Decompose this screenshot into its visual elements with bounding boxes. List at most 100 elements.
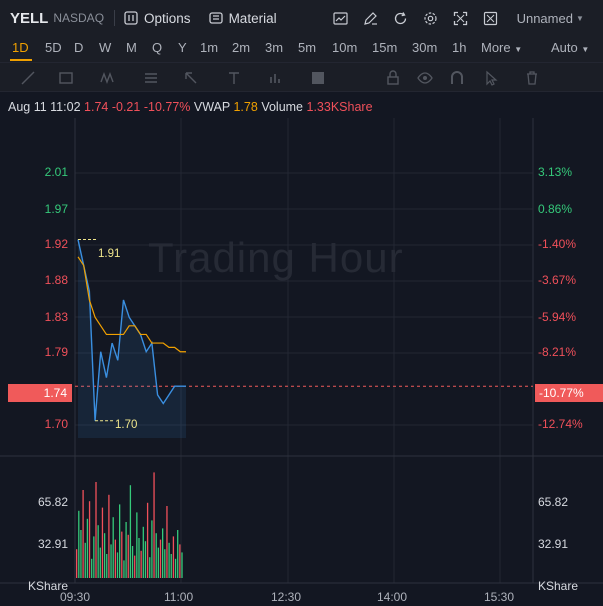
volume-bar — [99, 547, 101, 578]
tf-q[interactable]: Q — [152, 40, 163, 55]
trendline-icon[interactable] — [20, 70, 36, 86]
volume-axis-left-label: KShare — [27, 579, 68, 593]
volume-axis-right-label: 32.91 — [538, 537, 569, 551]
volume-bar — [106, 554, 108, 578]
price-axis-left-label: 1.83 — [44, 310, 68, 324]
rectangle-icon[interactable] — [58, 70, 74, 86]
volume-bar — [112, 517, 114, 578]
volume-bar — [144, 541, 147, 578]
pencil-icon[interactable] — [363, 10, 379, 26]
volume-bar — [138, 538, 140, 578]
tf-w[interactable]: W — [99, 40, 112, 55]
refresh-icon[interactable] — [393, 10, 409, 26]
price-axis-left-label: 1.88 — [44, 273, 68, 287]
volume-bar — [153, 472, 155, 578]
tf-1d[interactable]: 1D — [12, 40, 29, 55]
volume-axis-left-label: 65.82 — [37, 495, 68, 509]
pct-axis-right-label: -12.74% — [538, 417, 583, 431]
tf-more-label: More — [481, 40, 511, 55]
volume-bar — [170, 554, 172, 578]
volume-bar — [123, 560, 125, 578]
volume-bar — [119, 504, 121, 578]
arrow-icon[interactable] — [183, 70, 199, 86]
auto-label: Auto — [551, 40, 578, 55]
current-price-tag: 1.74 — [8, 384, 72, 402]
tf-d[interactable]: D — [74, 40, 84, 55]
volume-bar — [136, 512, 138, 578]
volume-bar — [155, 533, 157, 578]
quote-price: 1.74 — [84, 100, 109, 114]
layout-dropdown[interactable]: Unnamed ▼ — [517, 11, 584, 26]
volume-bar — [108, 494, 110, 578]
price-chart[interactable] — [0, 118, 603, 606]
magnet-icon[interactable] — [449, 70, 465, 86]
lock-icon[interactable] — [385, 70, 401, 86]
price-axis-left-label: 1.97 — [44, 202, 68, 216]
pct-axis-right-label: -8.21% — [538, 345, 577, 359]
chart-type-icon[interactable] — [333, 10, 349, 26]
tf-5m[interactable]: 5m — [298, 40, 317, 55]
tf-30m[interactable]: 30m — [412, 40, 438, 55]
tf-3m[interactable]: 3m — [265, 40, 284, 55]
volume-bar — [164, 549, 166, 578]
tf-m[interactable]: M — [126, 40, 137, 55]
volume-bar — [80, 530, 82, 578]
eye-icon[interactable] — [417, 70, 433, 86]
auto-dropdown[interactable]: Auto ▼ — [551, 40, 589, 55]
exchange-label: NASDAQ — [53, 11, 105, 25]
tf-10m[interactable]: 10m — [332, 40, 358, 55]
volume-bar — [127, 534, 129, 578]
tf-1h[interactable]: 1h — [452, 40, 467, 55]
cursor-icon[interactable] — [483, 70, 499, 86]
fullscreen-icon[interactable] — [453, 10, 469, 26]
settings-icon[interactable] — [423, 10, 439, 26]
volume-bar — [121, 531, 123, 578]
volume-bar — [78, 510, 80, 578]
tf-5d[interactable]: 5D — [45, 40, 62, 55]
volume-bar — [157, 547, 159, 578]
volume-bar — [179, 544, 181, 578]
volume-value: 1.33KShare — [306, 100, 373, 114]
pct-axis-right-label: 3.13% — [538, 165, 573, 179]
volume-bar — [177, 530, 179, 578]
low-price-label: 1.70 — [115, 419, 138, 431]
tf-15m[interactable]: 15m — [372, 40, 398, 55]
material-button[interactable]: Material — [208, 11, 277, 26]
tf-2m[interactable]: 2m — [232, 40, 251, 55]
tf-1m[interactable]: 1m — [200, 40, 219, 55]
fib-icon[interactable] — [143, 70, 159, 86]
divider — [114, 10, 116, 26]
drawing-toolbar — [0, 62, 603, 92]
window-icon[interactable] — [483, 10, 499, 26]
options-icon — [124, 11, 138, 25]
volume-bar — [103, 533, 106, 578]
quote-info-line: Aug 11 11:02 1.74 -0.21 -10.77% VWAP 1.7… — [8, 100, 373, 114]
wave-icon[interactable] — [100, 70, 116, 86]
time-axis-label: 09:30 — [60, 590, 91, 604]
options-button[interactable]: Options — [124, 11, 191, 26]
watermark: Trading Hour — [148, 234, 404, 281]
trash-icon[interactable] — [524, 70, 540, 86]
volume-bar — [142, 526, 144, 578]
tf-y[interactable]: Y — [178, 40, 187, 55]
volume-bar — [82, 490, 84, 578]
text-icon[interactable] — [226, 70, 242, 86]
price-axis-left-label: 1.79 — [44, 345, 68, 359]
pct-axis-right-label: -5.94% — [538, 310, 577, 324]
volume-bar — [166, 506, 168, 578]
quote-change: -0.21 — [111, 100, 141, 114]
volume-bar — [151, 520, 153, 578]
tf-active-underline — [10, 59, 32, 61]
chart-area[interactable]: Trading Hour 2.01 1.97 1.92 1.88 1.83 1.… — [0, 118, 603, 606]
options-label: Options — [144, 10, 191, 26]
price-axis-left-label: 2.01 — [44, 165, 68, 179]
tf-more[interactable]: More ▼ — [481, 40, 522, 55]
current-pct-tag: -10.77% — [535, 384, 603, 402]
volume-bar — [84, 542, 86, 578]
volume-bar — [174, 558, 177, 578]
symbol-label[interactable]: YELL — [10, 9, 49, 27]
volume-bar — [76, 549, 78, 578]
bars-icon[interactable] — [268, 70, 284, 86]
volume-bar — [95, 482, 97, 578]
measure-icon[interactable] — [310, 70, 326, 86]
